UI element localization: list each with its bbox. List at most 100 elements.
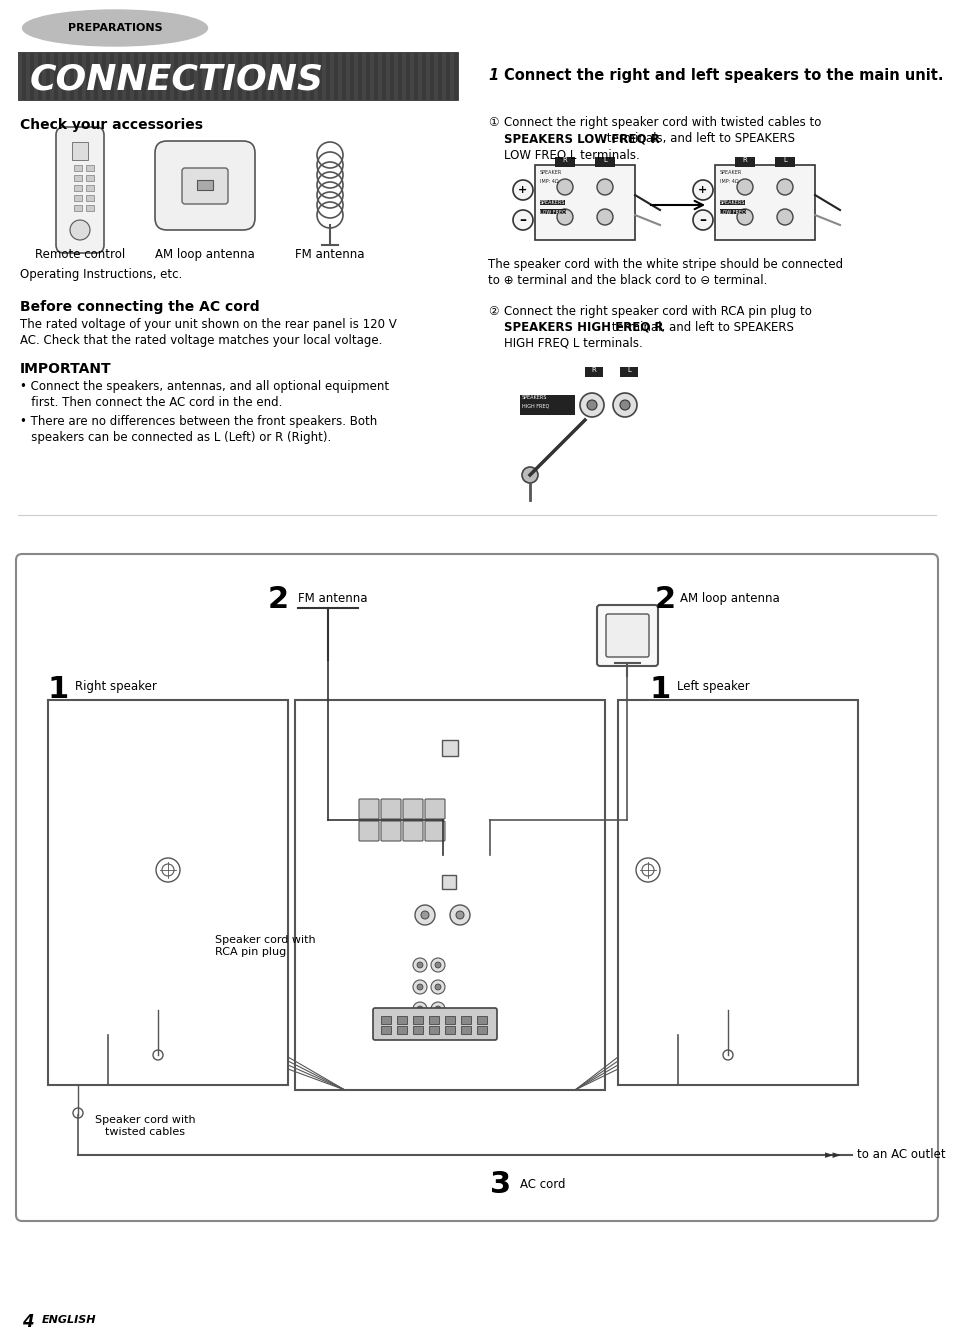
Circle shape [152, 1049, 163, 1060]
Text: • There are no differences between the front speakers. Both: • There are no differences between the f… [20, 415, 376, 428]
Bar [595, 157, 615, 166]
Text: PREPARATIONS: PREPARATIONS [68, 23, 162, 34]
Circle shape [776, 209, 792, 225]
Bar [618, 701, 857, 1084]
Bar [337, 52, 341, 101]
Bar [74, 185, 82, 191]
Circle shape [70, 220, 90, 240]
Text: 3: 3 [490, 1170, 511, 1198]
Bar [330, 52, 334, 101]
Text: to an AC outlet: to an AC outlet [856, 1149, 944, 1161]
Bar [290, 52, 294, 101]
Bar [429, 1027, 438, 1033]
Bar [417, 52, 421, 101]
Circle shape [415, 905, 435, 925]
Bar [250, 52, 253, 101]
Text: R: R [591, 366, 596, 373]
Bar [584, 366, 602, 377]
Text: SPEAKER: SPEAKER [720, 170, 741, 174]
Bar [162, 52, 166, 101]
Bar [18, 52, 22, 101]
Text: AC. Check that the rated voltage matches your local voltage.: AC. Check that the rated voltage matches… [20, 334, 382, 348]
Bar [242, 52, 246, 101]
Text: R: R [562, 157, 567, 162]
Bar [196, 180, 213, 191]
Text: 2: 2 [268, 585, 289, 615]
Bar [86, 205, 94, 211]
Text: SPEAKERS: SPEAKERS [521, 395, 547, 400]
Bar [122, 52, 126, 101]
Bar [377, 52, 381, 101]
Bar [413, 1016, 422, 1024]
Bar [361, 52, 366, 101]
Circle shape [722, 1049, 732, 1060]
Text: Connect the right speaker cord with RCA pin plug to: Connect the right speaker cord with RCA … [503, 305, 811, 318]
FancyBboxPatch shape [535, 165, 635, 240]
Text: 1: 1 [488, 68, 497, 83]
Bar [413, 1027, 422, 1033]
Circle shape [431, 1002, 444, 1016]
Circle shape [435, 1006, 440, 1012]
Bar [774, 157, 794, 166]
Bar [86, 195, 94, 201]
Text: –: – [519, 213, 526, 227]
Text: ENGLISH: ENGLISH [42, 1315, 96, 1325]
Text: IMP: 4Ω: IMP: 4Ω [539, 178, 558, 184]
Circle shape [597, 209, 613, 225]
Text: Right speaker: Right speaker [75, 680, 156, 692]
Text: SPEAKER: SPEAKER [539, 170, 561, 174]
Bar [210, 52, 213, 101]
Bar [441, 875, 456, 888]
Bar [74, 205, 82, 211]
Bar [297, 52, 302, 101]
Text: first. Then connect the AC cord in the end.: first. Then connect the AC cord in the e… [20, 396, 282, 409]
Text: ①: ① [488, 115, 498, 129]
Circle shape [692, 180, 712, 200]
Bar [86, 165, 94, 170]
Bar [444, 1016, 455, 1024]
Bar [193, 52, 198, 101]
FancyBboxPatch shape [605, 615, 648, 658]
Bar [257, 52, 262, 101]
Text: SPEAKERS LOW FREQ R: SPEAKERS LOW FREQ R [503, 132, 659, 145]
Text: –: – [699, 213, 706, 227]
Bar [138, 52, 142, 101]
Text: Speaker cord with
twisted cables: Speaker cord with twisted cables [94, 1115, 195, 1137]
Circle shape [737, 178, 752, 195]
Circle shape [431, 958, 444, 972]
Bar [450, 52, 454, 101]
Bar [153, 52, 158, 101]
Bar [294, 701, 604, 1090]
Bar [34, 52, 38, 101]
Bar [170, 52, 173, 101]
Bar [519, 395, 575, 415]
FancyBboxPatch shape [380, 798, 400, 819]
Text: 1: 1 [48, 675, 70, 705]
Text: LOW FREQ: LOW FREQ [720, 209, 745, 213]
Circle shape [420, 911, 429, 919]
Circle shape [579, 393, 603, 417]
FancyBboxPatch shape [424, 798, 444, 819]
Circle shape [431, 980, 444, 994]
Circle shape [416, 1006, 422, 1012]
Text: HIGH FREQ L terminals.: HIGH FREQ L terminals. [503, 337, 642, 350]
Bar [26, 52, 30, 101]
Bar [380, 1027, 391, 1033]
Circle shape [435, 962, 440, 968]
Text: Operating Instructions, etc.: Operating Instructions, etc. [20, 268, 182, 280]
Bar [98, 52, 102, 101]
Bar [322, 52, 326, 101]
FancyBboxPatch shape [402, 798, 422, 819]
Circle shape [619, 400, 629, 411]
Text: Left speaker: Left speaker [677, 680, 749, 692]
Bar [74, 195, 82, 201]
Bar [50, 52, 54, 101]
Text: LOW FREQ L terminals.: LOW FREQ L terminals. [503, 148, 639, 161]
Bar [441, 52, 446, 101]
Text: +: + [698, 185, 707, 195]
Text: R: R [741, 157, 746, 162]
Text: SPEAKERS: SPEAKERS [539, 200, 565, 205]
Text: The rated voltage of your unit shown on the rear panel is 120 V: The rated voltage of your unit shown on … [20, 318, 396, 331]
Bar [42, 52, 46, 101]
Bar [178, 52, 182, 101]
